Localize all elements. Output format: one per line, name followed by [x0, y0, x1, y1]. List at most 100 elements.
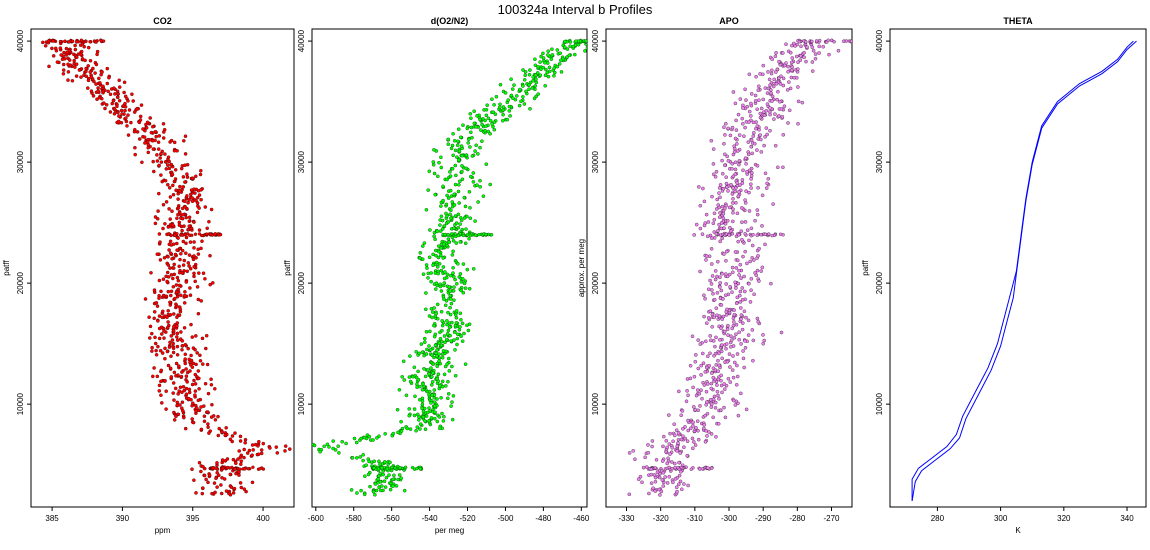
data-point: [747, 72, 752, 77]
data-point: [730, 265, 735, 270]
data-point: [702, 314, 706, 319]
data-point: [224, 489, 229, 493]
data-point: [73, 65, 77, 69]
data-point: [113, 92, 117, 96]
data-point: [170, 172, 175, 177]
data-point: [176, 236, 180, 240]
data-point: [709, 236, 714, 240]
data-point: [749, 144, 754, 149]
data-point: [448, 293, 452, 298]
data-point: [440, 379, 445, 384]
data-point: [728, 133, 733, 138]
data-point: [779, 107, 784, 111]
data-point: [749, 288, 753, 292]
data-point: [385, 467, 389, 471]
data-point: [757, 84, 761, 89]
data-point: [190, 335, 195, 339]
data-point: [723, 387, 727, 391]
data-point: [713, 277, 718, 282]
data-point: [388, 487, 393, 492]
data-point: [112, 107, 117, 112]
data-point: [196, 311, 201, 316]
data-point: [195, 351, 199, 355]
data-point: [759, 269, 763, 273]
data-point: [740, 220, 744, 224]
data-point: [161, 122, 166, 126]
data-point: [123, 105, 128, 109]
data-point: [201, 271, 206, 275]
data-point: [438, 336, 443, 341]
data-point: [194, 174, 198, 179]
data-point: [412, 413, 417, 418]
data-point: [223, 433, 227, 438]
data-point: [653, 479, 658, 484]
data-point: [456, 189, 461, 194]
data-point: [359, 488, 363, 493]
data-point: [470, 135, 474, 140]
data-point: [60, 57, 65, 62]
data-point: [364, 463, 368, 467]
data-point: [153, 335, 157, 340]
data-point: [721, 211, 726, 216]
data-point: [380, 484, 384, 488]
data-point: [583, 49, 587, 53]
data-point: [649, 467, 653, 471]
data-point: [468, 145, 472, 149]
data-point: [428, 329, 432, 334]
data-point: [184, 241, 188, 246]
data-point: [432, 400, 437, 404]
data-point: [97, 95, 102, 100]
data-point: [711, 375, 716, 380]
data-point: [771, 202, 775, 206]
data-point: [206, 422, 210, 426]
data-point: [453, 148, 458, 153]
data-point: [528, 107, 532, 111]
data-point: [428, 228, 432, 232]
data-point: [737, 337, 741, 342]
data-point: [181, 185, 186, 189]
data-point: [166, 182, 170, 187]
data-point: [675, 489, 679, 494]
data-point: [59, 53, 63, 57]
data-point: [133, 145, 137, 150]
data-point: [199, 197, 203, 202]
data-point: [734, 301, 739, 306]
data-point: [736, 112, 741, 117]
data-point: [736, 194, 741, 198]
data-point: [456, 233, 460, 238]
data-point: [458, 222, 462, 226]
data-point: [827, 52, 831, 57]
data-point: [414, 350, 418, 354]
data-point: [705, 382, 710, 386]
data-point: [677, 482, 681, 487]
data-point: [209, 383, 214, 387]
data-point: [484, 108, 489, 112]
data-point: [454, 321, 459, 325]
x-axis-label: ppm: [155, 526, 171, 535]
data-point: [438, 223, 442, 227]
data-point: [716, 377, 721, 382]
data-point: [769, 71, 774, 76]
data-point: [94, 82, 98, 86]
data-point: [476, 152, 480, 156]
data-point: [738, 289, 743, 294]
data-point: [448, 289, 452, 294]
data-point: [849, 39, 852, 43]
data-point: [183, 342, 188, 347]
data-point: [731, 344, 736, 348]
data-point: [237, 449, 241, 453]
data-point: [205, 362, 210, 367]
data-point: [672, 422, 676, 426]
data-point: [175, 294, 180, 299]
data-point: [159, 152, 163, 156]
data-point: [755, 148, 759, 152]
data-point: [709, 247, 714, 251]
data-point: [640, 480, 644, 485]
data-point: [340, 439, 344, 444]
data-point: [213, 387, 217, 391]
data-point: [80, 57, 85, 61]
data-point: [511, 96, 515, 100]
data-point: [705, 321, 709, 325]
